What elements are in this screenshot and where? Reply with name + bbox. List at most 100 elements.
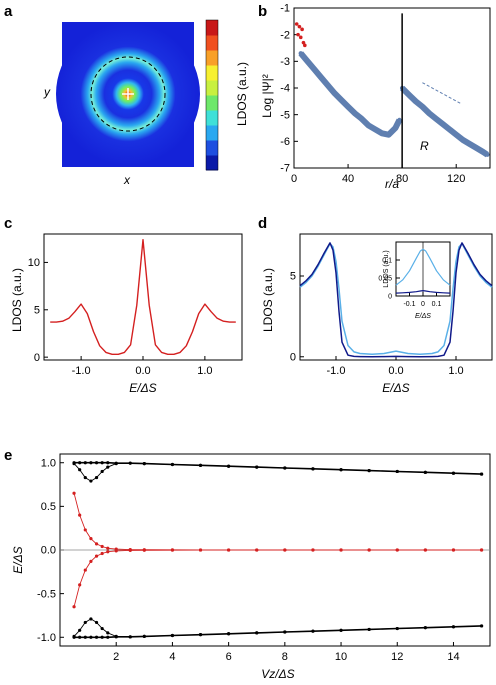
e-branch-line (73, 493, 482, 551)
b-ytick-label: -6 (280, 136, 290, 148)
e-point (83, 461, 87, 465)
e-point (89, 559, 93, 563)
chart-e: 2 4 6 8 10 12 14 1.0 0.5 0.0 -0.5 -1.0 (37, 453, 491, 663)
e-point (94, 554, 99, 558)
e-point (255, 548, 259, 552)
b-point (440, 121, 445, 127)
e-xtick-label: 8 (282, 651, 288, 663)
b-point (413, 99, 418, 104)
e-ytick-label: -1.0 (37, 632, 56, 644)
e-xtick-label: 6 (226, 651, 232, 663)
b-decay-band-outer (399, 85, 489, 158)
e-point (100, 635, 104, 639)
e-point (100, 469, 104, 474)
d-inset-line-dark (395, 290, 451, 294)
e-point (78, 461, 82, 465)
e-point (451, 548, 456, 552)
b-point (339, 97, 344, 103)
e-point (72, 462, 76, 466)
e-point (170, 462, 175, 467)
e-point (94, 475, 99, 480)
e-point (198, 463, 203, 467)
e-point (89, 461, 93, 465)
b-point (318, 75, 324, 80)
e-point (395, 469, 399, 474)
e-point (106, 631, 110, 635)
e-point (395, 548, 399, 552)
e-xtick-label: 12 (391, 651, 403, 663)
b-ytick-label: -5 (280, 109, 290, 121)
panel-c-ylabel: LDOS (a.u.) (10, 268, 24, 332)
e-point (339, 468, 343, 472)
e-point (83, 568, 87, 572)
colorbar-segment (206, 65, 218, 81)
colorbar-segment (206, 50, 218, 66)
d-xtick-label: 0.0 (388, 365, 403, 377)
b-point (345, 104, 351, 109)
b-ytick-label: -2 (280, 29, 290, 41)
b-point-red (294, 22, 299, 26)
e-point (78, 628, 82, 632)
chart-b: 0 40 80 120 -1 -2 -3 -4 -5 -6 -7 (280, 3, 491, 185)
e-point (114, 549, 118, 553)
e-point (78, 513, 82, 517)
e-xtick-label: 4 (169, 651, 175, 663)
e-point (83, 528, 87, 532)
c-xtick-label: 1.0 (197, 365, 212, 377)
e-point (78, 635, 82, 639)
d-inset-ytick-label: 0.1 (382, 257, 392, 264)
e-point (100, 551, 104, 556)
panel-a-xlabel: x (123, 173, 131, 187)
b-ytick-label: -3 (280, 56, 290, 68)
e-point (100, 544, 104, 549)
panel-letter-d: d (258, 215, 267, 232)
e-xtick-label: 2 (113, 651, 119, 663)
e-point (83, 635, 87, 639)
e-ytick-label: 0.0 (41, 545, 56, 557)
panel-letter-c: c (4, 215, 12, 232)
b-point (312, 67, 317, 72)
e-point (106, 546, 110, 550)
d-ytick-label: 5 (290, 271, 296, 283)
ldos-map (56, 22, 200, 167)
panel-c-xlabel: E/ΔS (129, 381, 156, 395)
colorbar-segment (206, 155, 218, 171)
colorbar-segment (206, 20, 218, 36)
e-point (479, 624, 484, 628)
c-ldos-line (50, 239, 236, 355)
e-branch-line (73, 462, 482, 482)
b-point (359, 116, 364, 121)
e-point (78, 583, 82, 587)
b-point (460, 137, 466, 143)
e-point (395, 626, 399, 631)
b-point (332, 91, 337, 96)
e-point (72, 635, 76, 639)
e-point (283, 548, 287, 552)
e-point (89, 635, 93, 639)
e-point (283, 466, 287, 470)
e-point (94, 542, 99, 546)
e-point (128, 461, 132, 465)
b-point (352, 111, 358, 116)
e-point (100, 461, 104, 465)
e-point (198, 633, 203, 637)
d-inset-ytick-label: 0.05 (378, 275, 392, 282)
e-point (72, 605, 76, 609)
b-point (420, 104, 425, 109)
b-ytick-label: -4 (280, 83, 290, 95)
e-point (479, 472, 484, 476)
colorbar-segment (206, 125, 218, 141)
e-point (94, 635, 99, 639)
e-point (255, 631, 259, 635)
e-point (311, 629, 315, 633)
e-point (142, 462, 146, 466)
e-point (170, 548, 175, 552)
e-point (114, 462, 118, 466)
e-point (227, 632, 231, 636)
e-xtick-label: 10 (335, 651, 347, 663)
e-xtick-label: 14 (447, 651, 459, 663)
c-ytick-label: 5 (34, 304, 40, 316)
b-point (393, 125, 398, 131)
